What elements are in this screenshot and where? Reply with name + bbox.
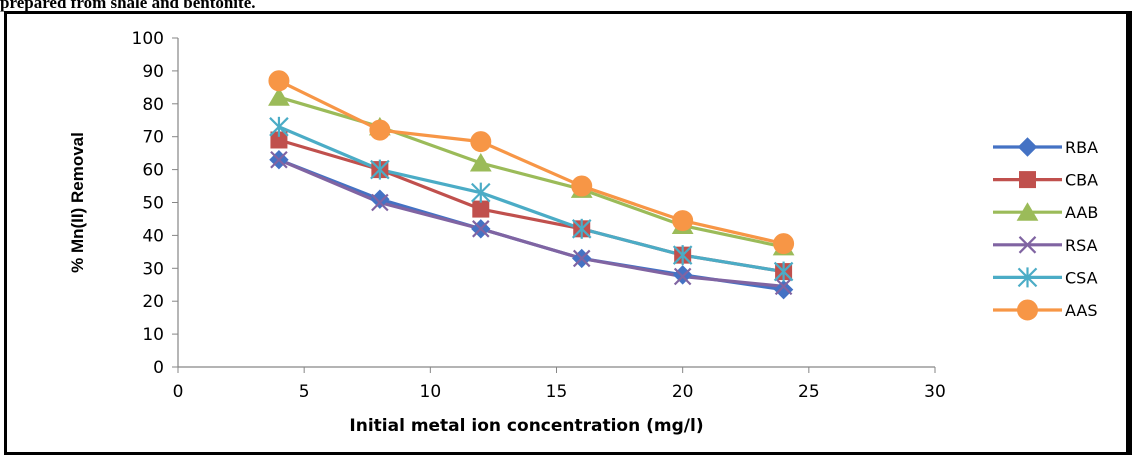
series-line-aab — [278, 95, 784, 249]
data-point-rsa — [572, 249, 591, 268]
legend-label: AAB — [1065, 203, 1098, 222]
y-axis-title: % Mn(II) Removal — [68, 132, 87, 273]
x-axis-title: Initial metal ion concentration (mg/l) — [349, 416, 703, 436]
legend-item-aas: AAS — [993, 299, 1098, 321]
legend-marker — [1019, 171, 1036, 189]
data-point-rsa — [774, 277, 793, 296]
data-point-aas — [470, 131, 492, 153]
data-point-rsa — [270, 150, 288, 169]
legend: RBA CBA AAB RSA CSA AAS — [993, 137, 1098, 321]
data-point-rsa — [673, 267, 692, 286]
legend-marker — [1017, 137, 1038, 157]
data-point-aas — [672, 210, 694, 232]
legend-marker — [1017, 299, 1038, 321]
x-tick-label: 5 — [299, 382, 310, 402]
y-tick-label: 10 — [142, 325, 164, 345]
legend-item-aab: AAB — [993, 202, 1098, 222]
y-tick-label: 30 — [142, 259, 164, 279]
legend-label: CSA — [1065, 268, 1098, 287]
y-tick-label: 80 — [142, 95, 164, 115]
y-tick-label: 70 — [142, 128, 164, 148]
data-point-aab — [268, 87, 290, 106]
data-point-csa — [773, 261, 794, 282]
legend-label: AAS — [1065, 301, 1098, 320]
data-point-csa — [471, 182, 491, 203]
data-point-csa — [269, 116, 289, 137]
tick-labels: 0 10 20 30 40 50 60 70 80 90 100 0 5 10 15 20 25 30 — [132, 29, 946, 402]
data-point-csa — [370, 159, 390, 180]
series-line-aas — [278, 79, 784, 246]
y-tick-label: 100 — [132, 29, 164, 49]
legend-item-cba: CBA — [993, 171, 1098, 190]
data-point-aab — [469, 153, 492, 172]
x-tick-label: 30 — [924, 382, 946, 402]
legend-marker — [1018, 236, 1037, 254]
data-point-rba — [773, 279, 794, 300]
x-tick-label: 10 — [420, 382, 442, 402]
data-point-aas — [571, 175, 593, 197]
series-markers — [268, 70, 795, 300]
y-tick-label: 40 — [142, 226, 164, 246]
series-line-rsa — [278, 158, 784, 288]
x-tick-label: 0 — [173, 382, 184, 402]
data-point-rsa — [472, 220, 490, 238]
data-point-aas — [369, 119, 391, 141]
x-tick-label: 20 — [672, 382, 694, 402]
x-tick-label: 25 — [798, 382, 820, 402]
data-point-rsa — [371, 193, 389, 212]
chart-axes — [172, 37, 936, 373]
legend-label: CBA — [1065, 171, 1098, 190]
y-tick-label: 20 — [142, 292, 164, 312]
legend-label: RSA — [1065, 236, 1098, 255]
legend-marker — [1016, 202, 1039, 221]
y-tick-label: 90 — [142, 62, 164, 82]
data-point-cba — [472, 200, 490, 218]
legend-label: RBA — [1065, 138, 1098, 157]
x-tick-label: 15 — [546, 382, 568, 402]
y-tick-label: 60 — [142, 161, 164, 181]
data-point-csa — [672, 245, 693, 266]
legend-item-csa: CSA — [993, 267, 1098, 288]
series-line-csa — [278, 125, 784, 274]
data-point-aas — [773, 233, 795, 255]
y-tick-label: 50 — [142, 194, 164, 214]
data-point-csa — [571, 218, 592, 239]
legend-item-rsa: RSA — [993, 236, 1098, 255]
data-point-aas — [268, 70, 290, 92]
figure-caption: prepared from shale and bentonite. — [0, 0, 256, 12]
chart-frame — [4, 11, 1132, 455]
legend-item-rba: RBA — [993, 137, 1098, 157]
series-lines — [278, 79, 784, 292]
series-line-rba — [278, 158, 784, 292]
data-point-rba — [672, 265, 693, 285]
legend-marker — [1017, 267, 1038, 288]
y-tick-label: 0 — [153, 358, 164, 378]
